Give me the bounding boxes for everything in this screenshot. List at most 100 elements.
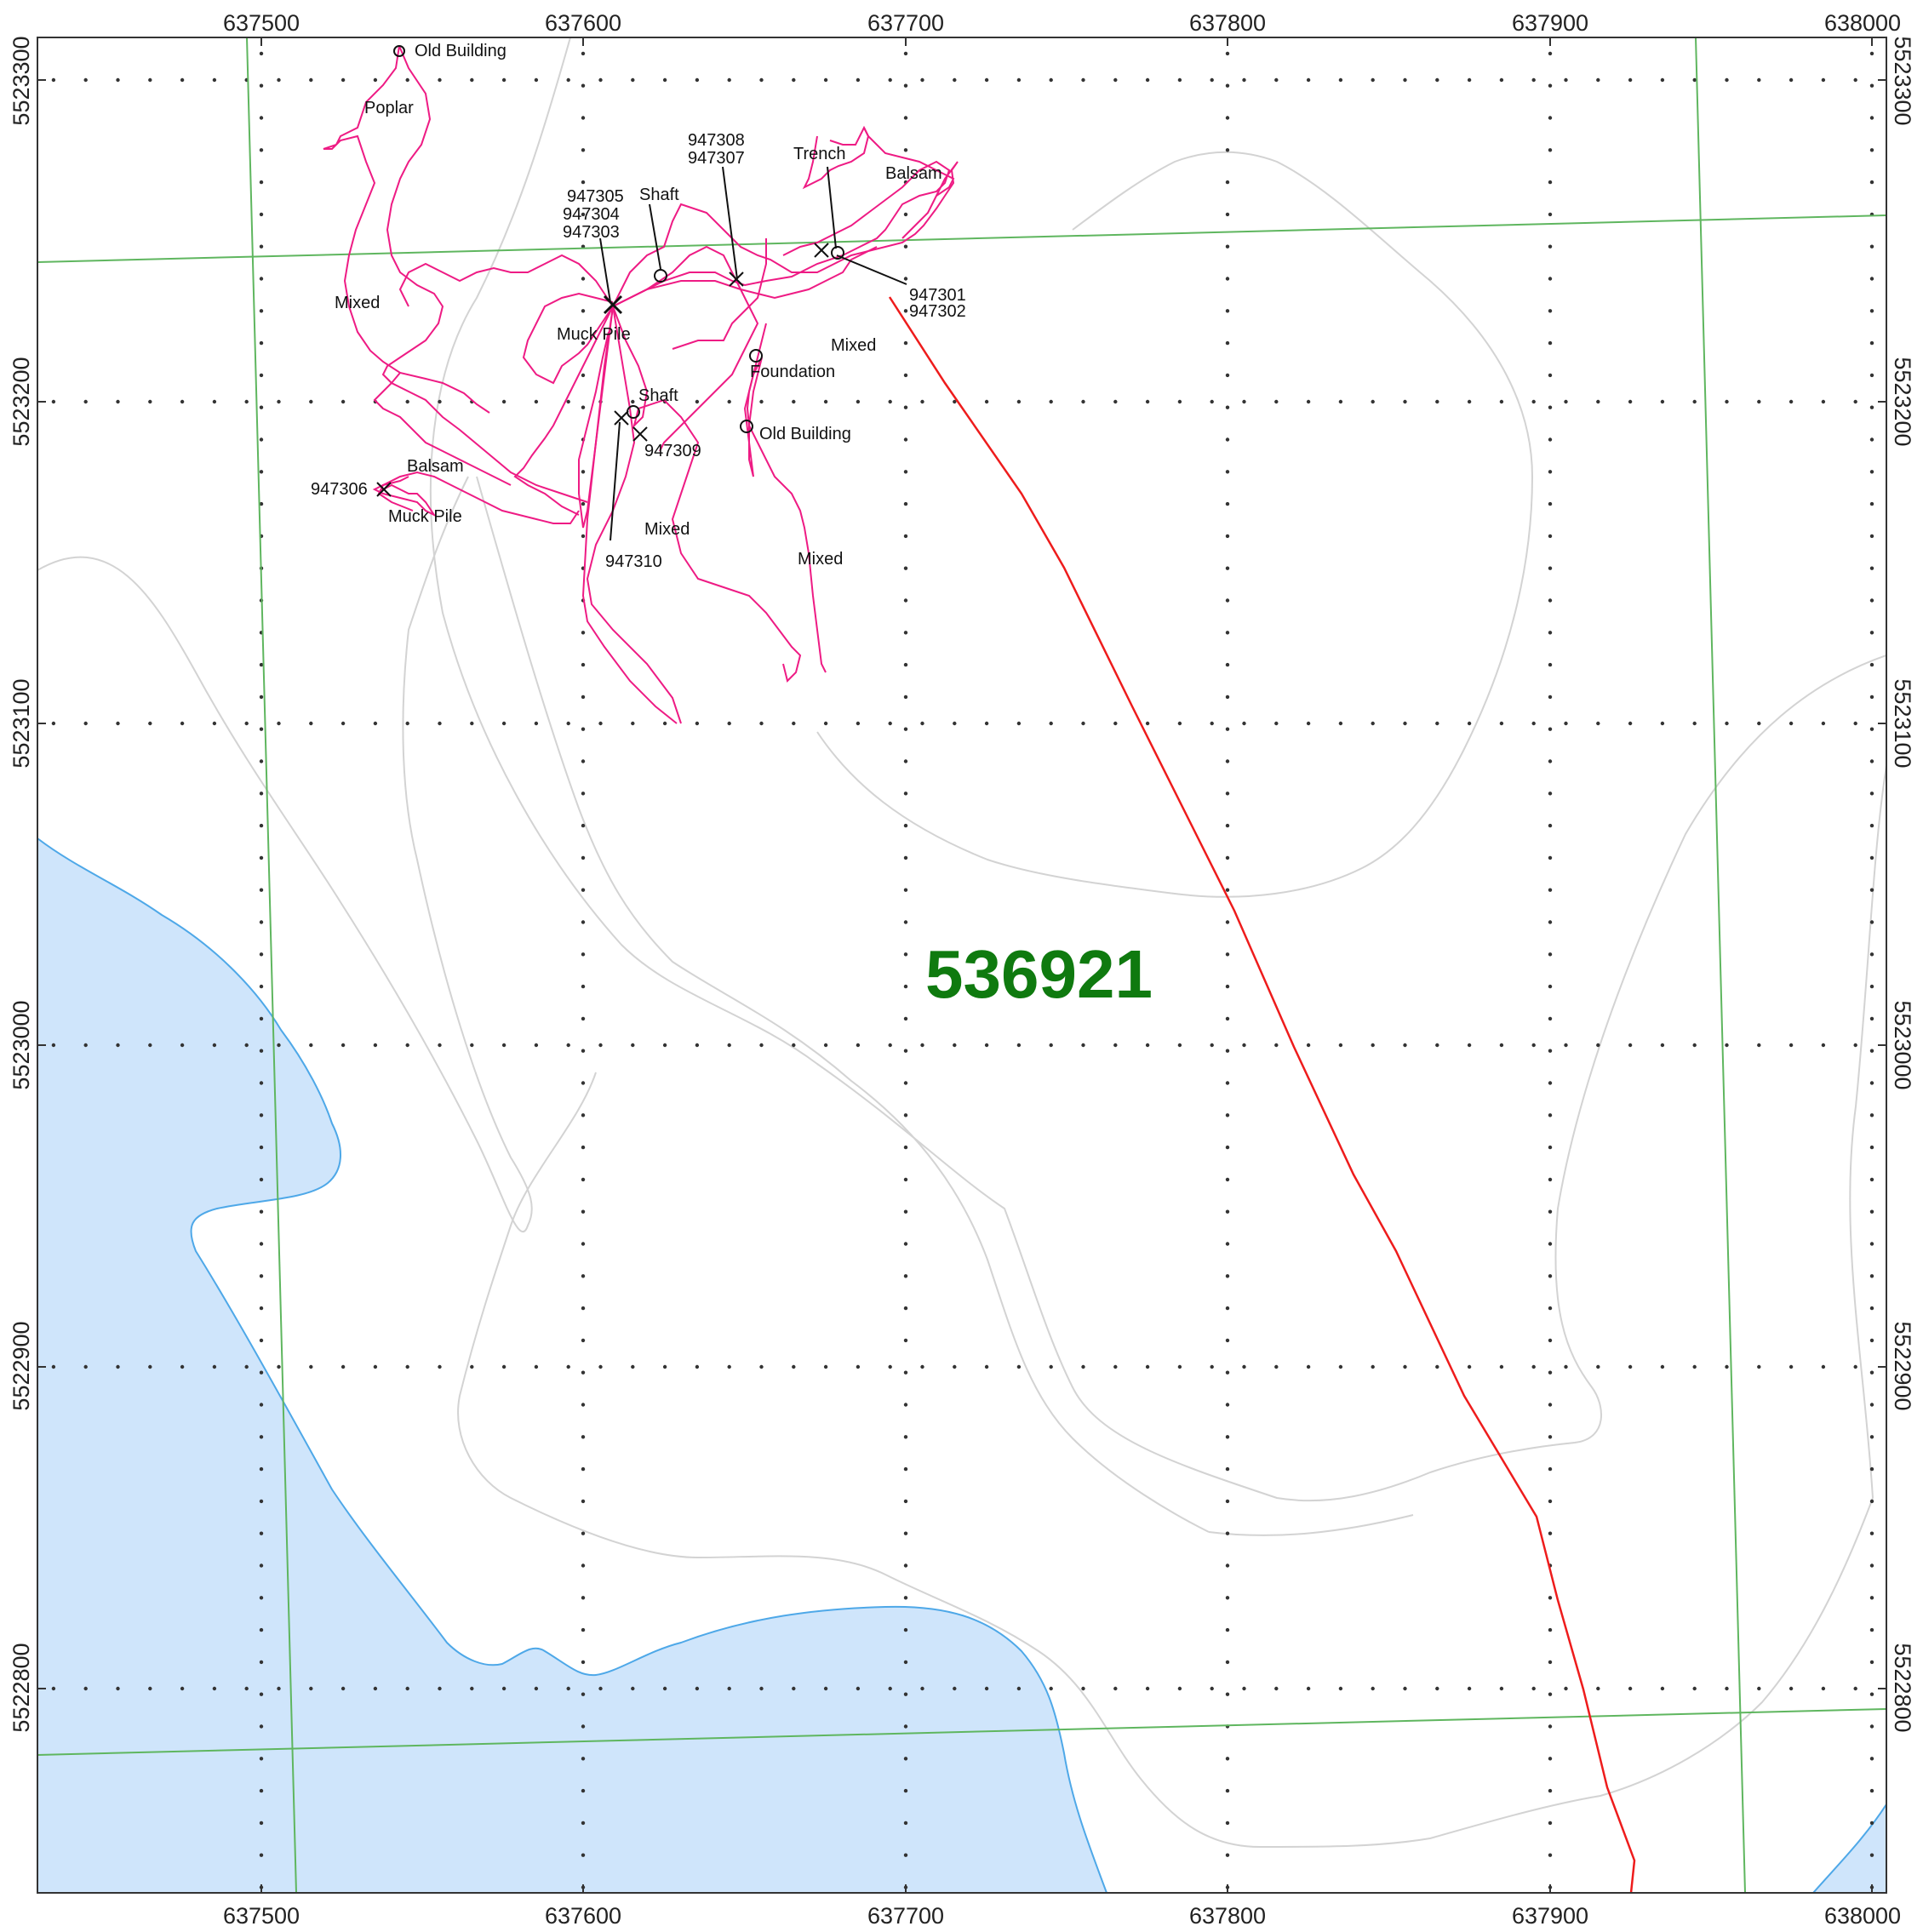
grid-dot — [259, 1081, 264, 1085]
grid-dot — [1757, 1043, 1761, 1048]
grid-dot — [1869, 373, 1874, 378]
grid-dot — [212, 399, 217, 404]
grid-dot — [259, 855, 264, 860]
grid-dot — [1628, 77, 1633, 83]
grid-dot — [438, 77, 442, 83]
grid-dot — [792, 1043, 796, 1048]
grid-dot — [1869, 1724, 1874, 1729]
grid-dot — [581, 952, 586, 957]
grid-dot — [759, 399, 764, 404]
grid-dot — [1225, 1757, 1230, 1761]
grid-dot — [1338, 721, 1343, 726]
grid-dot — [180, 1043, 185, 1048]
grid-dot — [259, 1788, 264, 1793]
grid-dot — [1225, 116, 1230, 120]
grid-dot — [1548, 1338, 1553, 1343]
grid-dot — [903, 1306, 908, 1311]
grid-dot — [1548, 1724, 1553, 1729]
grid-dot — [598, 1043, 603, 1048]
grid-dot — [116, 721, 120, 726]
grid-dot — [1225, 1403, 1230, 1407]
grid-dot — [1274, 399, 1279, 404]
grid-dot — [581, 180, 586, 185]
grid-dot — [581, 1788, 586, 1793]
grid-dot — [581, 373, 586, 378]
grid-dot — [903, 952, 908, 957]
grid-dot — [1113, 399, 1118, 404]
grid-dot — [581, 1403, 586, 1407]
grid-dot — [1210, 399, 1214, 404]
grid-dot — [51, 1686, 56, 1691]
grid-dot — [953, 1686, 957, 1691]
grid-dot — [259, 1692, 264, 1696]
grid-dot — [438, 399, 442, 404]
grid-dot — [1596, 1043, 1600, 1048]
grid-dot — [1869, 920, 1874, 924]
label-mixed-south: Mixed — [644, 520, 690, 539]
grid-dot — [373, 1043, 378, 1048]
grid-dot — [1225, 1596, 1230, 1600]
grid-dot — [1548, 984, 1553, 989]
grid-dot — [1225, 1531, 1230, 1535]
grid-dot — [277, 1364, 281, 1369]
grid-dot — [470, 1686, 474, 1691]
grid-dot — [1692, 399, 1697, 404]
grid-dot — [984, 1043, 989, 1048]
grid-dot — [1225, 1821, 1230, 1826]
grid-dot — [984, 1364, 989, 1369]
grid-dot — [1660, 77, 1665, 83]
grid-dot — [581, 1049, 586, 1053]
grid-dot — [727, 721, 731, 726]
grid-dot — [470, 1364, 474, 1369]
grid-dot — [116, 1043, 120, 1048]
grid-dot — [1548, 1466, 1553, 1472]
grid-dot — [534, 399, 539, 404]
grid-dot — [1725, 399, 1729, 404]
grid-dot — [1225, 792, 1230, 796]
grid-dot — [903, 1788, 908, 1793]
grid-dot — [1403, 721, 1407, 726]
grid-dot — [1403, 77, 1407, 83]
grid-dot — [1306, 1364, 1311, 1369]
grid-dot — [1225, 212, 1230, 217]
grid-dot — [1225, 244, 1230, 249]
grid-dot — [148, 721, 152, 726]
grid-dot — [920, 1686, 924, 1691]
grid-dot — [581, 1692, 586, 1696]
grid-dot — [581, 1145, 586, 1150]
grid-dot — [1869, 340, 1874, 346]
grid-dot — [920, 77, 924, 83]
foundation-marker — [749, 349, 763, 363]
grid-dot — [1548, 694, 1553, 700]
grid-dot — [903, 1660, 908, 1665]
grid-dot — [903, 373, 908, 378]
sample-x-947305 — [603, 294, 623, 315]
grid-dot — [566, 77, 570, 83]
grid-dot — [51, 77, 56, 83]
grid-dot — [1338, 399, 1343, 404]
grid-dot — [1548, 501, 1553, 506]
grid-dot — [662, 77, 667, 83]
grid-dot — [1435, 77, 1439, 83]
grid-dot — [1113, 1043, 1118, 1048]
grid-dot — [1225, 727, 1230, 731]
grid-dot — [1225, 1853, 1230, 1857]
grid-dot — [581, 631, 586, 635]
grid-dot — [1548, 534, 1553, 539]
grid-dot — [1274, 77, 1279, 83]
grid-dot — [1435, 1686, 1439, 1691]
grid-dot — [148, 1043, 152, 1048]
grid-dot — [1564, 1043, 1568, 1048]
sample-label-947307: 947307 — [688, 149, 745, 168]
grid-dot — [1531, 721, 1536, 726]
grid-dot — [1467, 721, 1472, 726]
map-frame — [37, 37, 1887, 1894]
sample-x-947301 — [814, 243, 829, 258]
grid-dot — [1596, 1364, 1600, 1369]
grid-dot — [1338, 1043, 1343, 1048]
grid-dot — [1548, 727, 1553, 731]
grid-dot — [1789, 721, 1794, 726]
grid-dot — [1692, 1043, 1697, 1048]
grid-dot — [1145, 1686, 1150, 1691]
grid-dot — [259, 920, 264, 924]
